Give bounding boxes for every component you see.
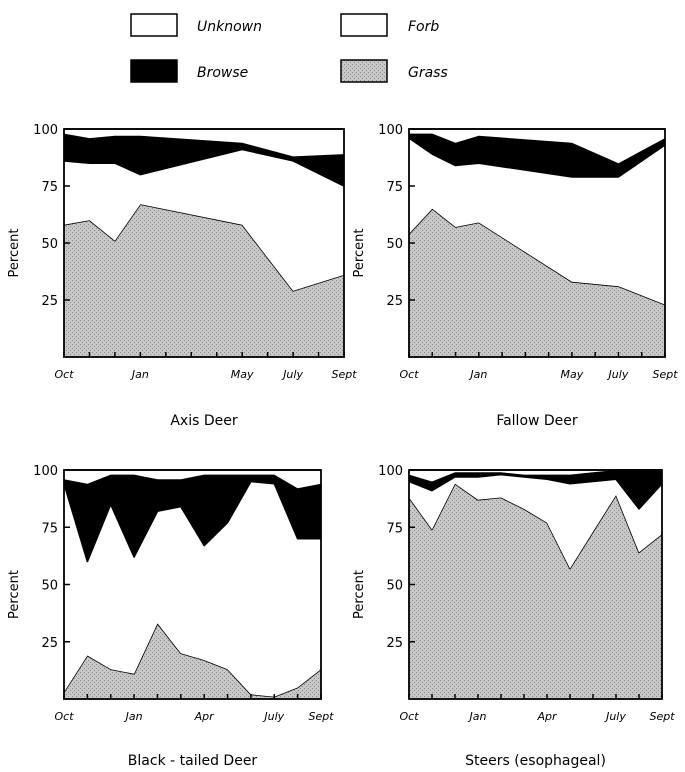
y-tick-label-100: 100 — [378, 123, 403, 138]
y-tick-label-50: 50 — [386, 579, 403, 594]
x-tick-label-jan: Jan — [468, 368, 487, 381]
legend-item-browse: Browse — [130, 59, 248, 83]
y-tick-label-75: 75 — [386, 521, 403, 536]
panel-title: Fallow Deer — [496, 413, 578, 429]
area-grass — [409, 483, 662, 699]
legend: Unknown Forb Browse Grass — [130, 13, 448, 83]
panel-fallow-deer: 25 50 75 100 Oct Jan May July Sept Percent Fallow … — [352, 123, 678, 429]
x-tick-label-oct: Oct — [54, 368, 74, 381]
x-tick-label-july: July — [281, 368, 303, 381]
area-unknown — [409, 129, 665, 164]
area-browse — [64, 133, 344, 186]
x-tick-label-oct: Oct — [399, 710, 419, 723]
area-forb — [64, 149, 344, 291]
y-tick-label-25: 25 — [386, 294, 403, 309]
x-tick-label-may: May — [231, 368, 254, 381]
area-forb — [409, 138, 665, 305]
x-tick-label-sept: Sept — [331, 368, 357, 381]
y-tick-label-75: 75 — [386, 180, 403, 195]
legend-swatch-browse — [130, 59, 178, 83]
x-tick-label-jan: Jan — [130, 368, 149, 381]
area-browse — [64, 474, 321, 562]
y-axis-label: Percent — [352, 229, 367, 278]
legend-label-browse: Browse — [197, 65, 248, 81]
panel-black-tailed-deer: 25 50 75 100 Oct Jan Apr July Sept Percent Black -… — [7, 464, 334, 769]
y-tick-label-50: 50 — [41, 237, 58, 252]
area-forb — [64, 481, 321, 697]
x-tick-label-sept: Sept — [649, 710, 675, 723]
x-tick-label-apr: Apr — [536, 710, 558, 723]
panel-title: Axis Deer — [170, 413, 238, 429]
y-tick-label-25: 25 — [386, 636, 403, 651]
y-tick-label-75: 75 — [41, 180, 58, 195]
x-tick-label-july: July — [607, 368, 629, 381]
x-tick-label-july: July — [262, 710, 284, 723]
area-browse — [409, 470, 662, 509]
panel-steers-esophageal: 25 50 75 100 Oct Jan Apr July Sept Percent Steers … — [352, 464, 675, 769]
legend-swatch-grass — [340, 59, 388, 83]
area-unknown — [64, 129, 344, 157]
x-tick-label-may: May — [561, 368, 584, 381]
y-tick-label-50: 50 — [386, 237, 403, 252]
y-tick-label-100: 100 — [33, 123, 58, 138]
panel-title: Black - tailed Deer — [128, 753, 258, 769]
y-tick-label-100: 100 — [378, 464, 403, 479]
panel-axis-deer: 25 50 75 100 Oct Jan May July Sept Percent Axis De… — [7, 123, 357, 429]
area-forb — [409, 474, 662, 569]
y-tick-label-25: 25 — [41, 636, 58, 651]
legend-swatch-forb — [340, 13, 388, 37]
area-unknown — [64, 470, 321, 489]
x-tick-label-sept: Sept — [652, 368, 678, 381]
y-axis-label: Percent — [7, 229, 22, 278]
x-tick-label-jan: Jan — [124, 710, 143, 723]
x-tick-label-sept: Sept — [308, 710, 334, 723]
area-unknown — [409, 470, 662, 482]
y-tick-label-50: 50 — [41, 579, 58, 594]
x-tick-label-oct: Oct — [399, 368, 419, 381]
legend-item-grass: Grass — [340, 59, 448, 83]
panel-title: Steers (esophageal) — [465, 753, 606, 769]
x-tick-label-oct: Oct — [54, 710, 74, 723]
area-grass — [409, 208, 665, 357]
y-tick-label-25: 25 — [41, 294, 58, 309]
legend-item-unknown: Unknown — [130, 13, 262, 37]
y-axis-label: Percent — [352, 570, 367, 619]
y-tick-label-75: 75 — [41, 521, 58, 536]
y-tick-label-100: 100 — [33, 464, 58, 479]
boundary-grass — [63, 622, 322, 698]
legend-label-grass: Grass — [408, 65, 448, 81]
area-grass — [64, 204, 344, 357]
x-tick-label-jan: Jan — [468, 710, 487, 723]
legend-item-forb: Forb — [340, 13, 439, 37]
area-browse — [409, 133, 665, 177]
legend-swatch-unknown — [130, 13, 178, 37]
legend-label-forb: Forb — [408, 19, 439, 35]
x-tick-label-apr: Apr — [194, 710, 216, 723]
legend-label-unknown: Unknown — [197, 19, 262, 35]
y-axis-label: Percent — [7, 570, 22, 619]
x-tick-label-july: July — [604, 710, 626, 723]
area-grass — [64, 623, 321, 699]
